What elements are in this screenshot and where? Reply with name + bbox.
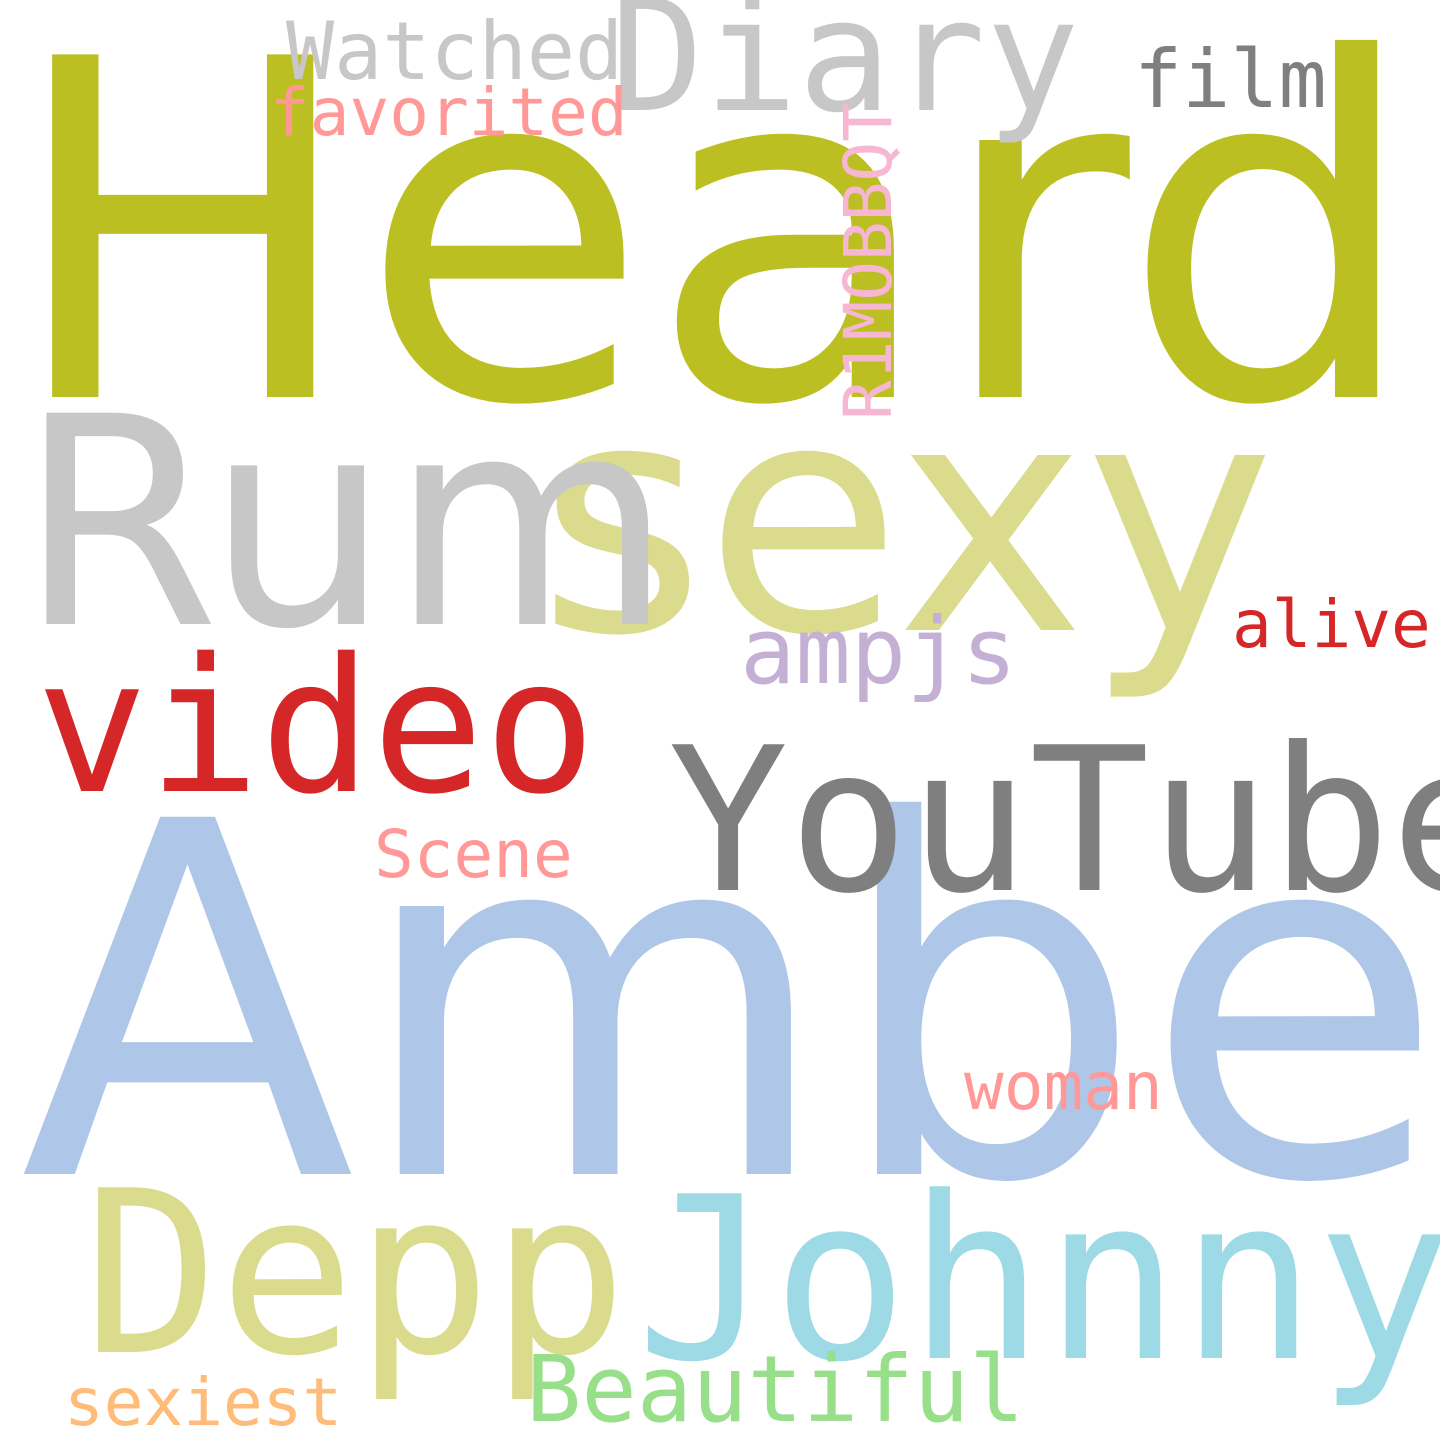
word-alive: alive (1232, 586, 1431, 663)
word-beautiful: Beautiful (526, 1336, 1025, 1443)
word-depp: Depp (83, 1143, 628, 1406)
word-watched: Watched (286, 5, 624, 98)
word-youtube: YouTube (668, 705, 1440, 938)
word-ampjs: ampjs (740, 598, 1017, 705)
word-johnny: Johnny (636, 1149, 1440, 1412)
word-video: video (36, 618, 596, 835)
word-sexy: sexy (538, 334, 1275, 706)
word-favorited: favorited (270, 74, 628, 151)
word-sexiest: sexiest (64, 1364, 343, 1441)
word-film: film (1134, 33, 1327, 126)
word-scene: Scene (374, 816, 573, 893)
word-rum: Rum (18, 356, 673, 693)
word-diary: Diary (610, 0, 1080, 147)
word-woman: woman (964, 1048, 1163, 1125)
word-heard: Heard (6, 0, 1420, 508)
word-r1mobbqt: R1MOBBQT (830, 102, 907, 420)
word-amber: Amber (20, 719, 1440, 1290)
